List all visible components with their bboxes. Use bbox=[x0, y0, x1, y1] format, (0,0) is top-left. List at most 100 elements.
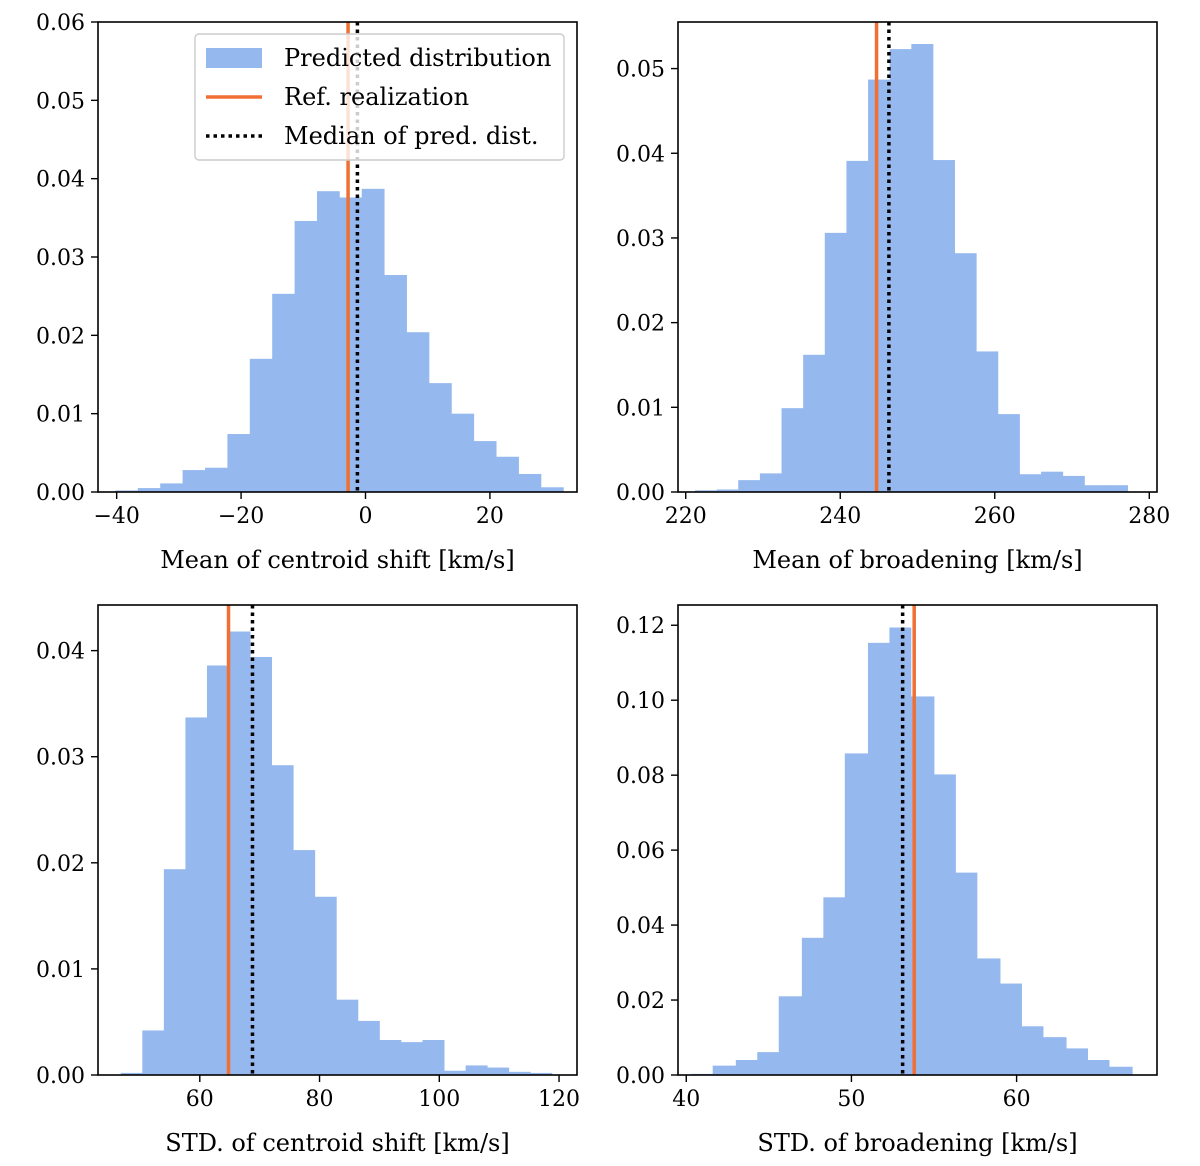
x-tick-label: 50 bbox=[837, 1087, 865, 1112]
x-tick-label: 100 bbox=[418, 1087, 460, 1112]
histogram-bar bbox=[738, 480, 761, 492]
y-tick-label: 0.04 bbox=[616, 142, 665, 167]
histogram-bar bbox=[910, 696, 935, 1075]
histogram-bar bbox=[712, 1065, 737, 1075]
histogram-bar bbox=[695, 490, 718, 492]
y-tick-label: 0.02 bbox=[36, 324, 85, 349]
histogram-bar bbox=[911, 44, 934, 493]
histogram-bar bbox=[867, 642, 890, 1075]
histogram-bar bbox=[1087, 1060, 1110, 1075]
histogram-bar bbox=[889, 627, 912, 1075]
x-tick-label: 60 bbox=[186, 1087, 214, 1112]
panel-1: −40 −20 0 20 0.00 0.01 0.02 0.03 0.04 0.05 0.06 Mea… bbox=[36, 11, 578, 574]
y-tick-label: 0.03 bbox=[616, 227, 665, 252]
histogram-bar bbox=[142, 1030, 165, 1075]
histogram-bar bbox=[473, 441, 497, 492]
histogram-bar bbox=[997, 414, 1020, 492]
histogram-bar bbox=[496, 456, 519, 492]
axes-frame bbox=[677, 21, 1158, 493]
histogram-bar bbox=[400, 1042, 423, 1075]
histogram-bar bbox=[934, 774, 956, 1075]
y-tick-label: 0.02 bbox=[36, 852, 85, 877]
x-axis-label: Mean of broadening [km/s] bbox=[752, 546, 1082, 574]
y-tick-label: 0.00 bbox=[36, 481, 85, 506]
y-tick-label: 0.03 bbox=[36, 746, 85, 771]
histogram-bar bbox=[508, 1071, 531, 1075]
histogram-bar bbox=[1084, 485, 1107, 492]
histogram-bar bbox=[182, 470, 206, 492]
histogram-bar bbox=[185, 717, 208, 1075]
histogram-bar bbox=[428, 383, 452, 492]
histogram-bar bbox=[1019, 474, 1042, 492]
histogram-bar bbox=[384, 275, 407, 492]
histogram-bar bbox=[250, 656, 273, 1075]
histogram-bar bbox=[518, 473, 542, 492]
y-tick-label: 0.12 bbox=[616, 614, 665, 639]
y-tick-label: 0.04 bbox=[616, 914, 665, 939]
histogram-bar bbox=[160, 483, 183, 492]
histogram-bar bbox=[163, 869, 186, 1075]
legend-swatch-predicted bbox=[206, 48, 262, 68]
legend-label: Predicted distribution bbox=[284, 44, 551, 72]
histogram-bar bbox=[976, 351, 999, 492]
histogram-bar bbox=[778, 996, 803, 1075]
histogram-bar bbox=[1066, 1048, 1089, 1075]
histogram-bar bbox=[735, 1060, 758, 1075]
legend: Predicted distribution Ref. realization Me… bbox=[194, 33, 565, 161]
histogram-bar bbox=[422, 1039, 445, 1075]
histogram-bar bbox=[137, 488, 161, 492]
x-axis-label: STD. of broadening [km/s] bbox=[757, 1129, 1077, 1157]
y-tick-label: 0.06 bbox=[36, 11, 85, 36]
histogram-bar bbox=[955, 872, 978, 1075]
histogram-bar bbox=[293, 850, 316, 1075]
histogram-bar bbox=[205, 467, 228, 492]
histogram-bar bbox=[540, 487, 564, 492]
panel-4: 40 50 60 0.00 0.02 0.04 0.06 0.08 0.10 0.12 STD. o… bbox=[616, 604, 1158, 1157]
y-tick-label: 0.00 bbox=[36, 1064, 85, 1089]
y-tick-label: 0.02 bbox=[616, 989, 665, 1014]
x-tick-label: 240 bbox=[819, 504, 861, 529]
legend-label: Ref. realization bbox=[284, 83, 469, 111]
y-tick-label: 0.08 bbox=[616, 764, 665, 789]
histogram-bar bbox=[803, 354, 826, 492]
y-tick-label: 0.04 bbox=[36, 168, 85, 193]
y-tick-label: 0.01 bbox=[36, 958, 85, 983]
panel-2: 220 240 260 280 0.00 0.01 0.02 0.03 0.04 0.05 Mean… bbox=[616, 21, 1170, 574]
histogram-bar bbox=[824, 232, 847, 493]
histogram-bar bbox=[271, 765, 294, 1075]
histogram-bar bbox=[932, 160, 955, 493]
histogram-bar bbox=[249, 358, 273, 492]
axes-frame bbox=[677, 604, 1158, 1076]
histogram-bar bbox=[314, 896, 337, 1075]
histogram-bar bbox=[868, 79, 891, 492]
y-tick-label: 0.06 bbox=[616, 839, 665, 864]
histogram-bar bbox=[759, 473, 782, 492]
histogram-bar bbox=[272, 293, 295, 492]
y-tick-label: 0.05 bbox=[36, 89, 85, 114]
histogram-bar bbox=[1000, 983, 1022, 1075]
histogram-bar bbox=[1021, 1026, 1044, 1075]
histogram-bar bbox=[844, 753, 869, 1075]
histogram-bar bbox=[336, 999, 359, 1075]
x-tick-label: −40 bbox=[93, 504, 139, 529]
panel-3: 60 80 100 120 0.00 0.01 0.02 0.03 0.04 STD. of ce… bbox=[36, 604, 580, 1157]
histogram-bar bbox=[530, 1072, 553, 1075]
histogram-bar bbox=[1041, 471, 1064, 492]
histogram-bar bbox=[487, 1067, 510, 1075]
histogram-bar bbox=[379, 1039, 402, 1075]
y-tick-label: 0.01 bbox=[36, 403, 85, 428]
histogram-bar bbox=[444, 1070, 467, 1075]
histogram-bar bbox=[801, 937, 824, 1075]
y-tick-label: 0.10 bbox=[616, 689, 665, 714]
y-tick-label: 0.00 bbox=[616, 481, 665, 506]
x-tick-label: 80 bbox=[306, 1087, 334, 1112]
histogram-bar bbox=[120, 1072, 143, 1075]
x-axis-label: Mean of centroid shift [km/s] bbox=[160, 546, 515, 574]
x-tick-label: 20 bbox=[476, 504, 504, 529]
x-tick-label: 0 bbox=[358, 504, 372, 529]
y-tick-label: 0.03 bbox=[36, 246, 85, 271]
x-tick-label: 280 bbox=[1128, 504, 1170, 529]
x-axis-label: STD. of centroid shift [km/s] bbox=[165, 1129, 509, 1157]
legend-box bbox=[194, 33, 565, 161]
